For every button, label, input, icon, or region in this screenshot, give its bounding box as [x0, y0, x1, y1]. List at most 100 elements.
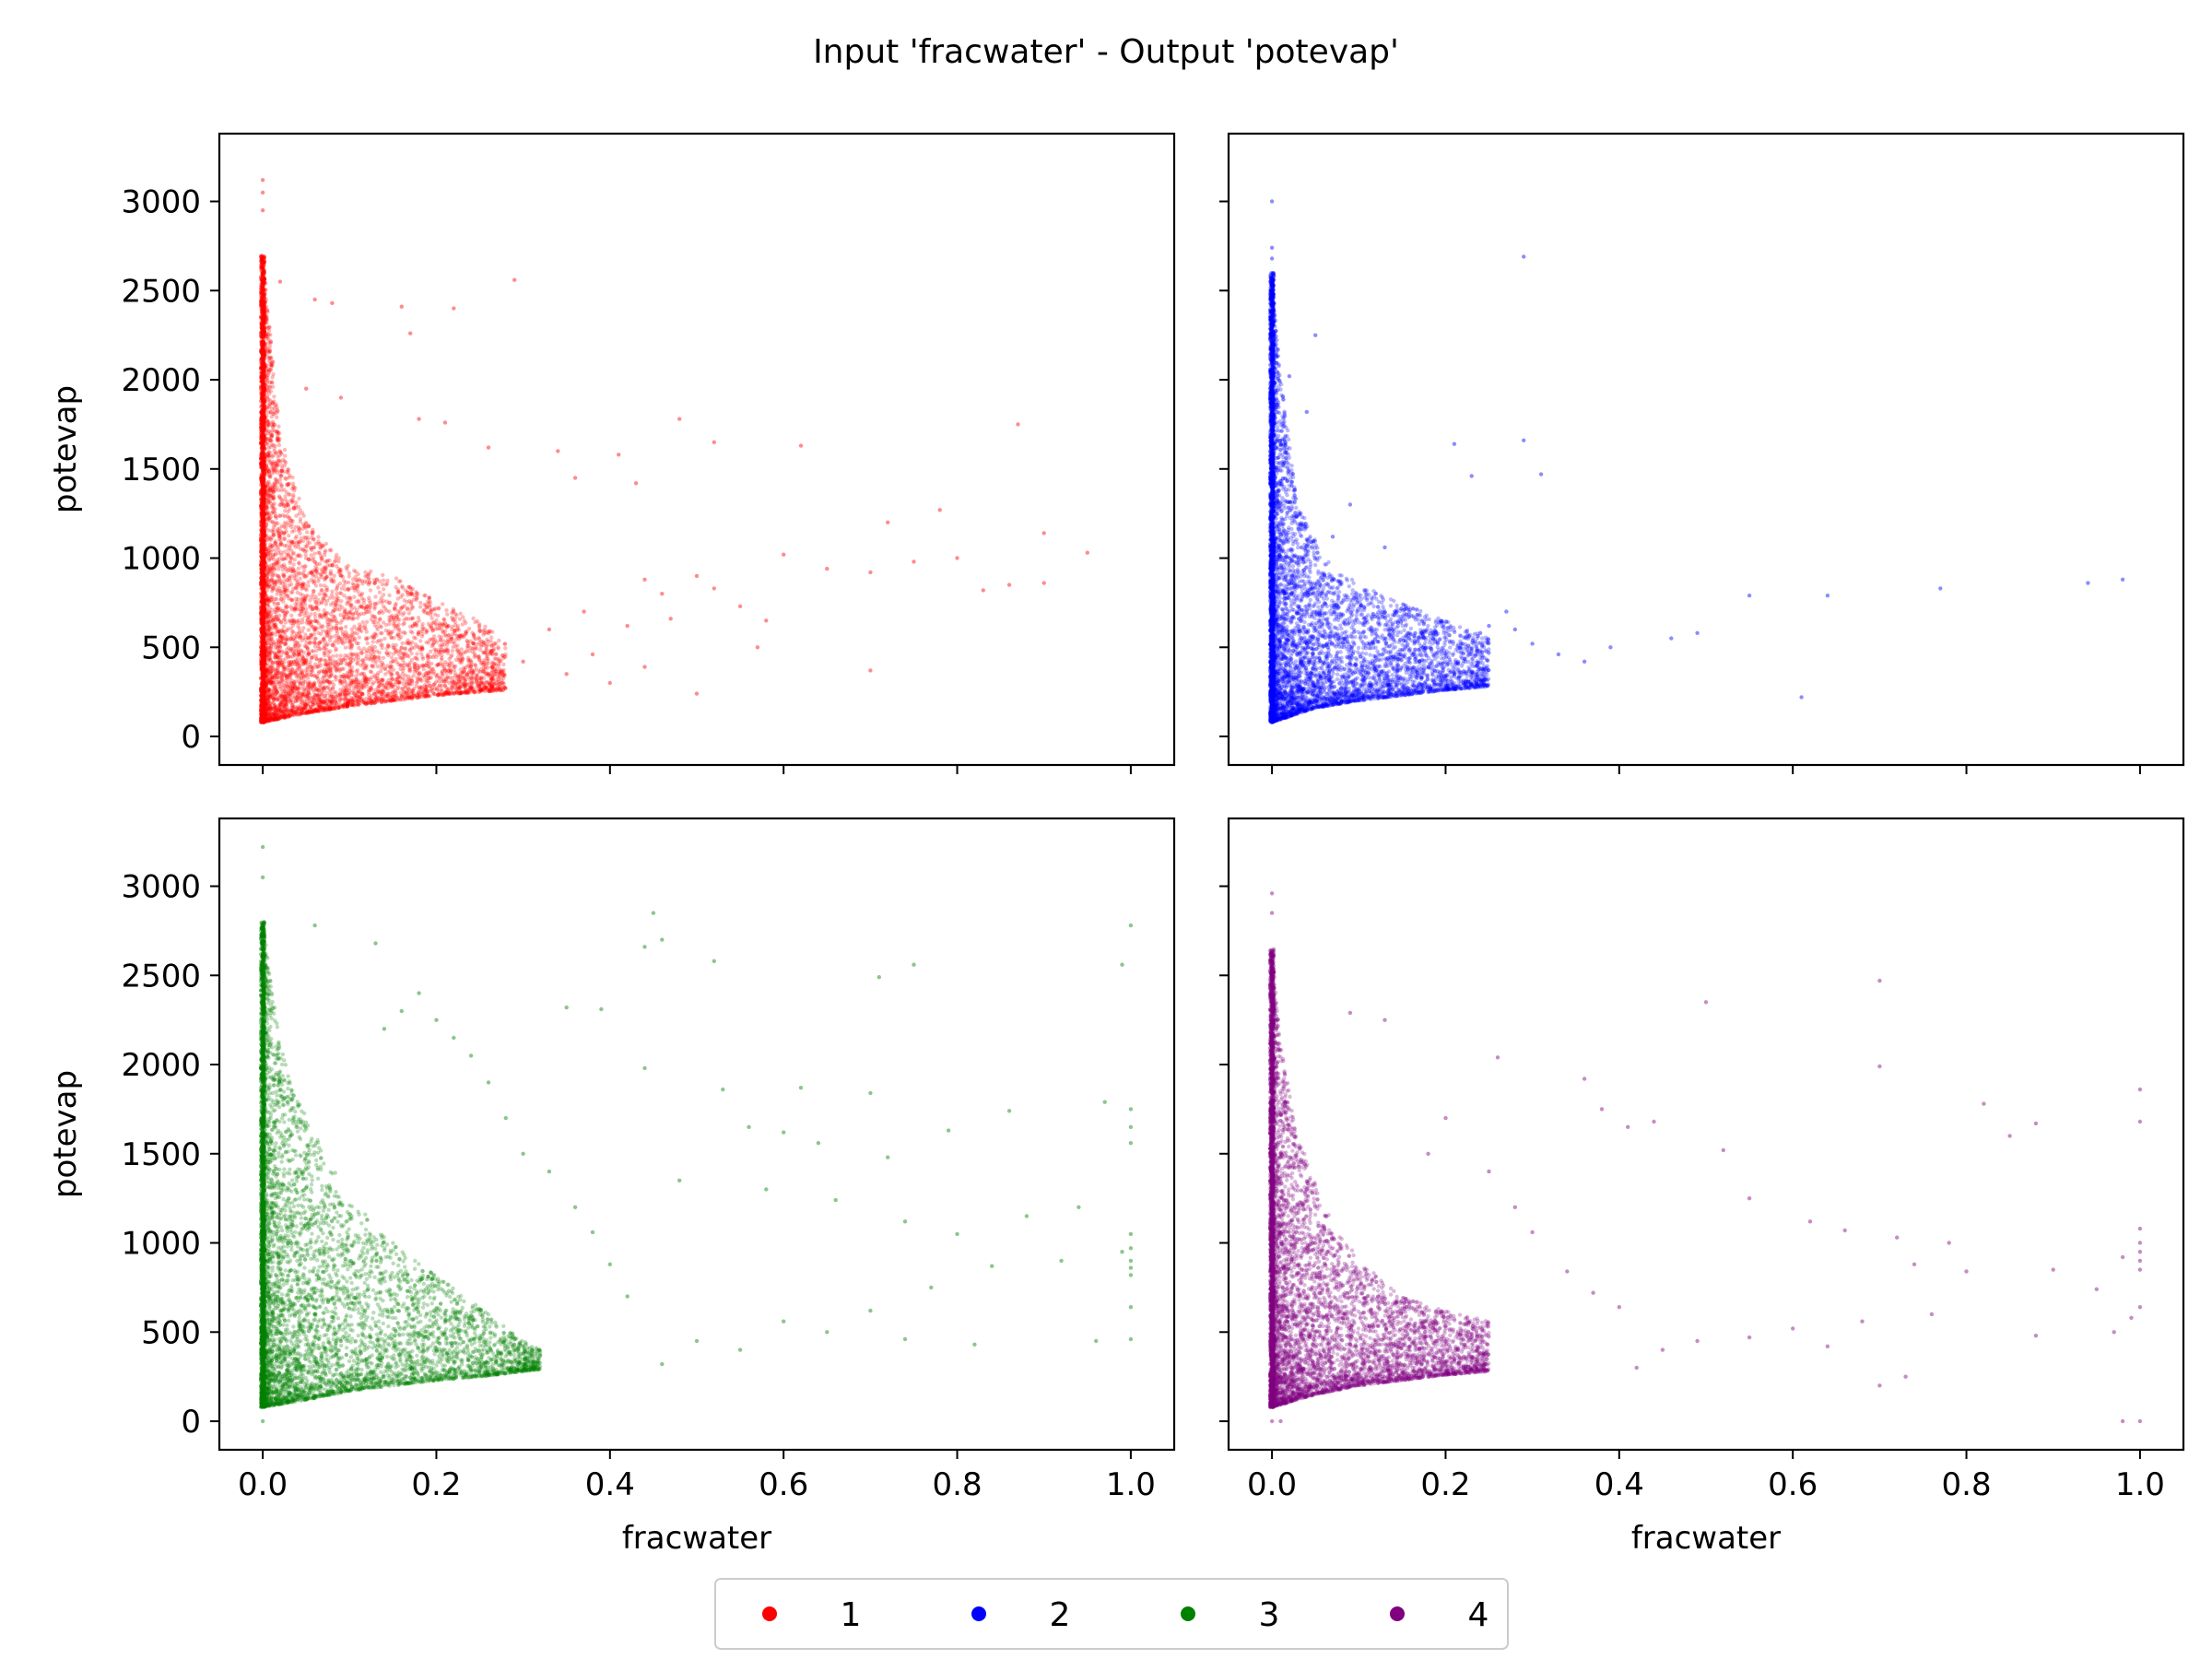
data-point [260, 588, 265, 594]
data-point [266, 421, 271, 426]
data-point [397, 680, 402, 686]
data-point [420, 663, 425, 668]
data-point [269, 467, 275, 472]
data-point [451, 609, 455, 615]
data-point [273, 715, 278, 720]
data-point [260, 710, 265, 714]
data-point [260, 683, 265, 688]
data-point [317, 704, 322, 709]
data-point [346, 698, 350, 703]
data-point [359, 672, 364, 677]
data-point [419, 694, 424, 700]
data-point [418, 671, 422, 676]
data-point [467, 681, 472, 686]
data-point [300, 564, 304, 569]
data-point [457, 688, 463, 693]
data-point [387, 593, 392, 598]
data-point [261, 540, 265, 545]
data-point [261, 416, 265, 420]
data-point [306, 557, 311, 562]
data-point [263, 601, 267, 606]
data-point [437, 634, 441, 639]
data-point [308, 710, 312, 715]
data-point [264, 504, 268, 509]
data-point [322, 565, 327, 570]
data-point [343, 587, 347, 592]
data-point [309, 571, 313, 575]
data-point [321, 569, 325, 574]
data-point [267, 459, 272, 465]
data-point [343, 688, 347, 693]
data-point [270, 571, 276, 575]
data-point [263, 655, 267, 661]
data-point [330, 642, 335, 648]
data-point [363, 664, 368, 669]
data-point [260, 368, 265, 372]
data-point [327, 704, 333, 710]
data-point [360, 657, 365, 663]
data-point [359, 651, 364, 655]
data-point [325, 633, 330, 639]
data-point [335, 629, 339, 633]
data-point [335, 662, 341, 666]
data-point [260, 547, 265, 552]
data-point [260, 564, 265, 569]
data-point [336, 638, 341, 642]
data-point [306, 628, 311, 632]
data-point [323, 550, 327, 555]
data-point [471, 670, 476, 676]
data-point [265, 394, 270, 399]
data-point [261, 260, 265, 265]
data-point [262, 391, 266, 396]
data-point [323, 577, 327, 582]
data-point [267, 349, 272, 355]
data-point [442, 629, 448, 633]
data-point [400, 605, 406, 609]
data-point [335, 591, 339, 596]
data-point [265, 679, 270, 685]
data-point [343, 609, 347, 614]
data-point [385, 698, 390, 702]
data-point [395, 671, 400, 676]
data-point [356, 582, 360, 588]
data-point [453, 619, 458, 625]
data-point [289, 500, 295, 505]
data-point [397, 618, 402, 622]
data-point [352, 638, 358, 643]
data-point [293, 669, 298, 674]
data-point [444, 671, 449, 676]
data-point [349, 702, 354, 707]
data-point [261, 644, 265, 649]
data-point [345, 703, 349, 708]
data-point [410, 604, 415, 609]
data-point [432, 647, 437, 652]
data-point [270, 595, 275, 600]
data-point [394, 671, 399, 676]
data-point [406, 593, 410, 597]
data-point [322, 583, 327, 588]
data-point [434, 675, 440, 679]
data-point [270, 661, 276, 665]
data-point [352, 703, 357, 708]
data-point [494, 677, 499, 683]
data-point [281, 651, 286, 655]
data-point [319, 668, 324, 674]
data-point [314, 570, 319, 574]
data-point [300, 606, 305, 610]
data-point [317, 688, 322, 693]
data-point [345, 670, 350, 676]
data-point [294, 620, 299, 625]
data-point [357, 682, 361, 688]
data-point [366, 692, 371, 698]
data-point [481, 642, 487, 648]
data-point [286, 551, 291, 557]
data-point [357, 625, 362, 630]
data-point [261, 568, 265, 572]
data-point [266, 657, 272, 662]
data-point [348, 669, 353, 674]
data-point [287, 534, 291, 538]
data-point [345, 567, 349, 571]
data-point [323, 613, 327, 618]
data-point [418, 687, 423, 691]
data-point [452, 679, 456, 685]
